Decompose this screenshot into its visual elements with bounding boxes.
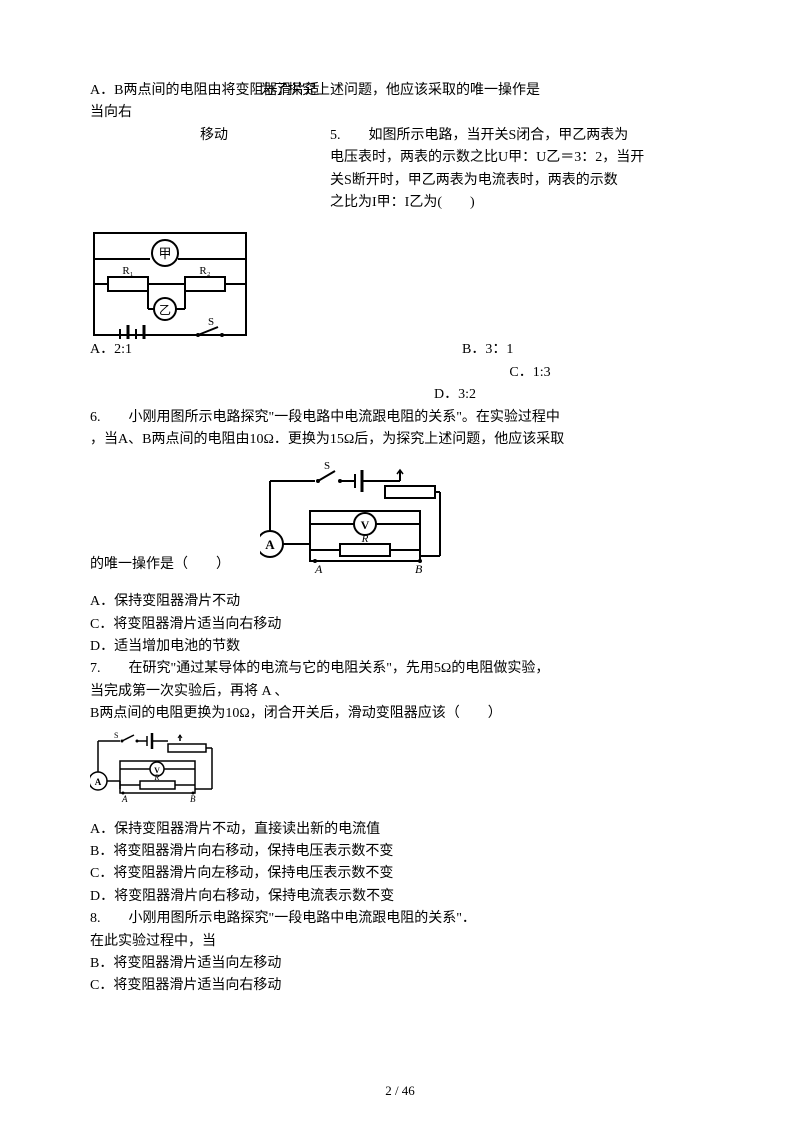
svg-text:A: A (314, 562, 323, 576)
row-move-q5: 移动 5. 如图所示电路，当开关S闭合，甲乙两表为 电压表时，两表的示数之比U甲… (90, 125, 710, 215)
q8-opt-b: B．将变阻器滑片适当向左移动 (90, 953, 710, 975)
q6-tail: 的唯一操作是（ ） (90, 554, 230, 576)
q7-line2: 当完成第一次实验后，再将 A 、 (90, 681, 710, 703)
q6-circuit: S A V (260, 456, 450, 576)
q7-circuit: S A V R A B (90, 729, 710, 804)
q8-opt-c: C．将变阻器滑片适当向右移动 (90, 975, 710, 997)
q5-opt-a: A．2:1 (90, 339, 462, 361)
top-fragment-row: A．B两点间的电阻由将变阻器滑片适当向右 为了探究上述问题，他应该采取的唯一操作… (90, 80, 710, 125)
q5-line3: 关S断开时，甲乙两表为电流表时，两表的示数 (330, 170, 710, 192)
q7-opt-d: D．将变阻器滑片向右移动，保持电流表示数不变 (90, 886, 710, 908)
q6-line1: 6. 小刚用图所示电路探究"一段电路中电流跟电阻的关系"。在实验过程中 (90, 407, 710, 429)
svg-text:甲: 甲 (158, 246, 171, 261)
q6-opt-c: C．将变阻器滑片适当向右移动 (90, 614, 710, 636)
svg-text:乙: 乙 (159, 303, 171, 317)
svg-text:R: R (154, 773, 160, 782)
q6-opt-a: A．保持变阻器滑片不动 (90, 591, 710, 613)
q7-line1: 7. 在研究"通过某导体的电流与它的电阻关系"，先用5Ω的电阻做实验， (90, 658, 710, 680)
q6-line2: ，当A、B两点间的电阻由10Ω．更换为15Ω后，为探究上述问题，他应该采取 (90, 429, 710, 451)
q5-options-row1: A．2:1 B．3：1 (90, 339, 710, 361)
svg-text:R₁: R₁ (122, 265, 133, 277)
svg-text:S: S (324, 460, 330, 472)
svg-text:B: B (415, 562, 423, 576)
svg-text:A: A (121, 794, 128, 804)
page-footer: 2 / 46 (0, 1081, 800, 1102)
q8-line2: 在此实验过程中，当 (90, 931, 710, 953)
svg-text:A: A (95, 777, 102, 787)
move-text: 移动 (200, 125, 320, 147)
svg-text:S: S (208, 316, 214, 328)
q7-opt-b: B．将变阻器滑片向右移动，保持电压表示数不变 (90, 841, 710, 863)
svg-text:B: B (190, 794, 196, 804)
q5-opt-b: B．3：1 (462, 339, 710, 361)
q5-opt-c: C．1:3 (350, 362, 710, 384)
svg-text:R₂: R₂ (199, 265, 210, 277)
svg-text:V: V (361, 518, 370, 532)
q8-line1: 8. 小刚用图所示电路探究"一段电路中电流跟电阻的关系"． (90, 908, 710, 930)
q7-opt-c: C．将变阻器滑片向左移动，保持电压表示数不变 (90, 863, 710, 885)
svg-text:S: S (114, 731, 118, 740)
svg-text:A: A (265, 537, 275, 552)
q5-circuit: 甲 R₁ R₂ 乙 S (90, 229, 710, 339)
q7-opt-a: A．保持变阻器滑片不动，直接读出新的电流值 (90, 819, 710, 841)
q5-line4: 之比为I甲：I乙为( ) (330, 192, 710, 214)
q5-line1: 5. 如图所示电路，当开关S闭合，甲乙两表为 (330, 125, 710, 147)
q5-opt-d: D．3:2 (200, 384, 710, 406)
top-overlap-text: 为了探究上述问题，他应该采取的唯一操作是 (260, 80, 540, 102)
svg-text:R: R (361, 533, 369, 545)
q5-line2: 电压表时，两表的示数之比U甲：U乙＝3：2，当开 (330, 147, 710, 169)
q6-opt-d: D．适当增加电池的节数 (90, 636, 710, 658)
q7-line3: B两点间的电阻更换为10Ω，闭合开关后，滑动变阻器应该（ ） (90, 703, 710, 725)
